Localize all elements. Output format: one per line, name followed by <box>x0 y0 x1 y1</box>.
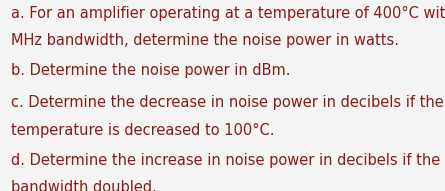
Text: temperature is decreased to 100°C.: temperature is decreased to 100°C. <box>11 123 275 138</box>
Text: b. Determine the noise power in dBm.: b. Determine the noise power in dBm. <box>11 63 291 78</box>
Text: c. Determine the decrease in noise power in decibels if the: c. Determine the decrease in noise power… <box>11 96 444 111</box>
Text: MHz bandwidth, determine the noise power in watts.: MHz bandwidth, determine the noise power… <box>11 33 399 49</box>
Text: d. Determine the increase in noise power in decibels if the: d. Determine the increase in noise power… <box>11 153 441 168</box>
Text: bandwidth doubled.: bandwidth doubled. <box>11 180 157 191</box>
Text: a. For an amplifier operating at a temperature of 400°C with a 1: a. For an amplifier operating at a tempe… <box>11 6 445 21</box>
